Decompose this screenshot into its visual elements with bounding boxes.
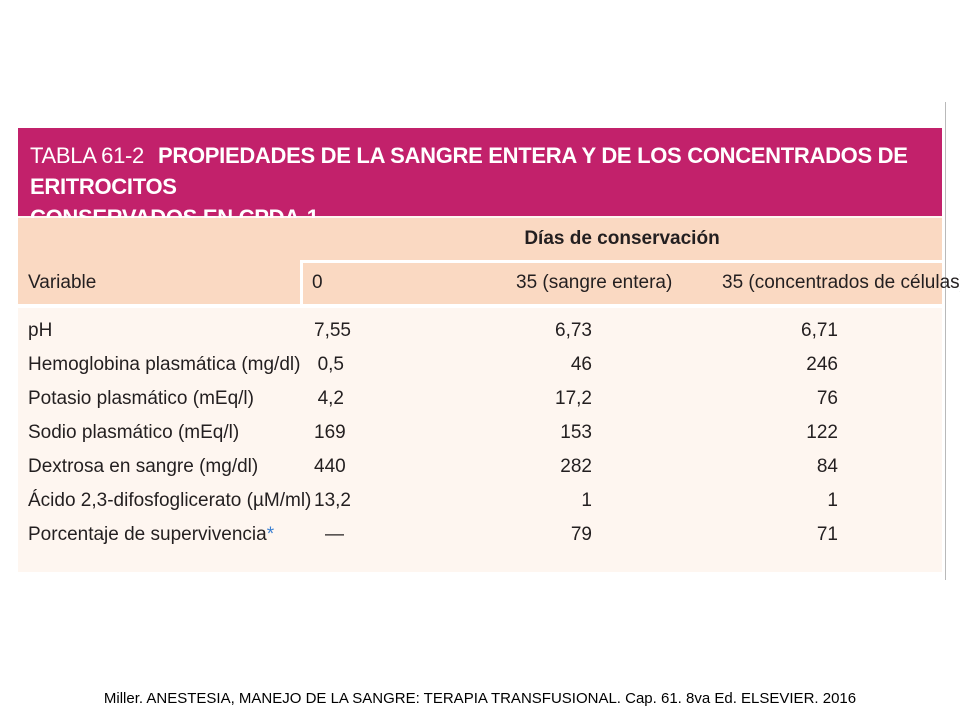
table-title-bar: TABLA 61-2 PROPIEDADES DE LA SANGRE ENTER… bbox=[18, 128, 942, 230]
table-title-line1: PROPIEDADES DE LA SANGRE ENTERA Y DE LOS… bbox=[30, 143, 908, 199]
data-table: TABLA 61-2 PROPIEDADES DE LA SANGRE ENTER… bbox=[18, 128, 960, 572]
cell-variable: Sodio plasmático (mEq/l) bbox=[28, 422, 240, 443]
cell-day35-whole: 79 bbox=[570, 524, 592, 545]
cell-day35-cells: 1 bbox=[827, 490, 838, 511]
cell-variable: Hemoglobina plasmática (mg/dl) bbox=[28, 354, 301, 375]
cell-day35-cells: 122 bbox=[806, 422, 838, 443]
cell-day35-whole: 6,73 bbox=[555, 320, 592, 341]
cell-day0: 440 bbox=[314, 456, 346, 477]
cell-day35-whole: 282 bbox=[560, 456, 592, 477]
header-separator bbox=[18, 304, 942, 308]
cell-day35-whole: 1 bbox=[581, 490, 592, 511]
cell-day0: 0,5 bbox=[317, 354, 344, 375]
cell-day0: 7,55 bbox=[314, 320, 351, 341]
cell-variable: Potasio plasmático (mEq/l) bbox=[28, 388, 254, 409]
group-header-rule bbox=[302, 260, 942, 263]
cell-day35-cells: 246 bbox=[806, 354, 838, 375]
header-column-rule bbox=[300, 260, 303, 304]
column-header-variable: Variable bbox=[28, 272, 97, 293]
cell-day35-cells: 71 bbox=[816, 524, 838, 545]
cell-day0: 4,2 bbox=[317, 388, 344, 409]
source-citation: Miller. ANESTESIA, MANEJO DE LA SANGRE: … bbox=[103, 690, 857, 707]
table-number: TABLA 61-2 bbox=[30, 143, 144, 168]
table-row: Ácido 2,3-difosfoglicerato (µM/ml) 13,2 … bbox=[18, 490, 942, 524]
cell-day0: — bbox=[325, 524, 344, 545]
column-header-day35-cells: 35 (concentrados de células) bbox=[722, 272, 960, 293]
table-row: Hemoglobina plasmática (mg/dl) 0,5 46 24… bbox=[18, 354, 942, 388]
cell-variable: pH bbox=[28, 320, 53, 341]
cell-day35-whole: 17,2 bbox=[555, 388, 592, 409]
cell-day35-whole: 153 bbox=[560, 422, 592, 443]
cell-day0: 13,2 bbox=[314, 490, 351, 511]
cell-day0: 169 bbox=[314, 422, 346, 443]
column-header-day35-whole: 35 (sangre entera) bbox=[516, 272, 673, 293]
cell-day35-cells: 76 bbox=[816, 388, 838, 409]
cell-variable: Dextrosa en sangre (mg/dl) bbox=[28, 456, 259, 477]
table-row: pH 7,55 6,73 6,71 bbox=[18, 320, 942, 354]
table-row: Sodio plasmático (mEq/l) 169 153 122 bbox=[18, 422, 942, 456]
cell-day35-cells: 6,71 bbox=[801, 320, 838, 341]
cell-day35-whole: 46 bbox=[570, 354, 592, 375]
column-header-day0: 0 bbox=[312, 272, 323, 293]
cell-variable-text: Porcentaje de supervivencia bbox=[28, 524, 267, 545]
cell-variable: Porcentaje de supervivencia* bbox=[28, 524, 274, 546]
table-row: Porcentaje de supervivencia* — 79 71 bbox=[18, 524, 942, 558]
group-header-days: Días de conservación bbox=[524, 228, 720, 249]
table-row: Dextrosa en sangre (mg/dl) 440 282 84 bbox=[18, 456, 942, 490]
table-row: Potasio plasmático (mEq/l) 4,2 17,2 76 bbox=[18, 388, 942, 422]
footnote-marker: * bbox=[266, 524, 275, 545]
page-edge-line bbox=[945, 102, 946, 580]
cell-day35-cells: 84 bbox=[816, 456, 838, 477]
cell-variable: Ácido 2,3-difosfoglicerato (µM/ml) bbox=[28, 490, 312, 511]
